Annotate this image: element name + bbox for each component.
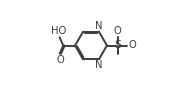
Text: HO: HO <box>52 26 67 36</box>
Text: S: S <box>114 40 121 51</box>
Text: O: O <box>56 55 64 65</box>
Text: N: N <box>95 21 103 31</box>
Text: O: O <box>114 26 122 36</box>
Text: O: O <box>128 40 136 51</box>
Text: N: N <box>95 60 103 70</box>
